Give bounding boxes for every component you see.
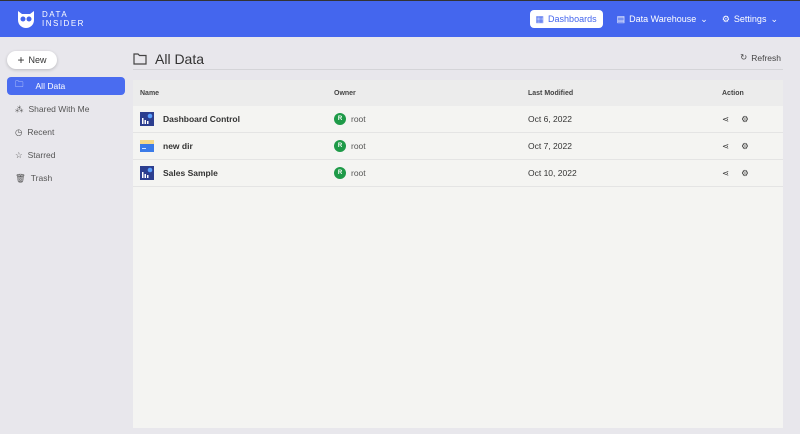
col-action: Action bbox=[722, 89, 744, 97]
owner-name: root bbox=[351, 168, 366, 178]
sidebar-item-label: Recent bbox=[27, 127, 55, 137]
gear-icon: ⚙ bbox=[721, 13, 730, 24]
star-icon: ☆ bbox=[15, 149, 23, 160]
sidebar: + New 🗀 All Data ⁂ Shared With Me ◷ Recent ☆… bbox=[7, 51, 125, 192]
database-icon: ▤ bbox=[616, 13, 626, 24]
last-modified: Oct 6, 2022 bbox=[528, 114, 572, 124]
avatar: R bbox=[334, 113, 346, 125]
folder-icon bbox=[133, 52, 147, 65]
folder-icon bbox=[140, 140, 154, 152]
sidebar-item-all-data[interactable]: 🗀 All Data bbox=[7, 77, 125, 95]
col-name[interactable]: Name bbox=[140, 89, 160, 97]
refresh-icon: ↻ bbox=[740, 52, 748, 62]
sidebar-item-starred[interactable]: ☆ Starred bbox=[7, 146, 125, 164]
refresh-label: Refresh bbox=[751, 52, 781, 63]
col-modified[interactable]: Last Modified bbox=[528, 89, 574, 97]
last-modified: Oct 7, 2022 bbox=[528, 141, 572, 151]
nav-dashboards[interactable]: ▦ Dashboards bbox=[529, 10, 603, 28]
owner-name: root bbox=[351, 141, 366, 151]
share-icon[interactable]: ⋖ bbox=[722, 167, 730, 178]
dashboard-icon: ▦ bbox=[535, 13, 545, 24]
nav-label: Data Warehouse bbox=[629, 14, 697, 24]
chevron-down-icon: ⌄ bbox=[770, 13, 778, 24]
dashboard-icon bbox=[140, 166, 154, 180]
top-bar: DATA INSIDER ▦ Dashboards ▤ Data Warehouse ⌄… bbox=[0, 0, 800, 37]
nav-settings[interactable]: ⚙ Settings ⌄ bbox=[722, 10, 778, 28]
gear-icon[interactable]: ⚙ bbox=[741, 140, 749, 151]
page-title: All Data bbox=[155, 50, 205, 67]
new-button[interactable]: + New bbox=[7, 51, 57, 69]
sidebar-item-label: All Data bbox=[35, 81, 66, 91]
nav-data-warehouse[interactable]: ▤ Data Warehouse ⌄ bbox=[617, 10, 708, 28]
brand-line2: INSIDER bbox=[42, 19, 85, 28]
dashboard-icon bbox=[140, 112, 154, 126]
table-header: Name Owner Last Modified Action bbox=[133, 80, 783, 106]
owl-logo-icon bbox=[18, 11, 34, 28]
folder-icon: 🗀 bbox=[15, 79, 24, 89]
nav-label: Settings bbox=[733, 14, 767, 24]
clock-icon: ◷ bbox=[15, 126, 23, 137]
chevron-down-icon: ⌄ bbox=[700, 13, 708, 24]
sidebar-item-label: Shared With Me bbox=[28, 104, 90, 114]
brand-line1: DATA bbox=[42, 10, 69, 19]
sidebar-item-label: Starred bbox=[27, 150, 56, 160]
plus-icon: + bbox=[17, 53, 25, 67]
col-owner[interactable]: Owner bbox=[334, 89, 356, 97]
page-header: All Data ↻ Refresh bbox=[133, 48, 783, 70]
share-nodes-icon: ⁂ bbox=[15, 103, 24, 114]
nav-label: Dashboards bbox=[548, 14, 597, 24]
last-modified: Oct 10, 2022 bbox=[528, 168, 577, 178]
logo[interactable]: DATA INSIDER bbox=[16, 9, 85, 29]
refresh-button[interactable]: ↻ Refresh bbox=[740, 52, 781, 63]
sidebar-item-recent[interactable]: ◷ Recent bbox=[7, 123, 125, 141]
avatar: R bbox=[334, 140, 346, 152]
gear-icon[interactable]: ⚙ bbox=[741, 113, 749, 124]
data-table: Name Owner Last Modified Action Dashboar… bbox=[133, 80, 783, 428]
owner-name: root bbox=[351, 114, 366, 124]
sidebar-item-label: Trash bbox=[30, 173, 53, 183]
sidebar-item-shared[interactable]: ⁂ Shared With Me bbox=[7, 100, 125, 118]
item-name[interactable]: Dashboard Control bbox=[163, 114, 240, 124]
share-icon[interactable]: ⋖ bbox=[722, 140, 730, 151]
new-label: New bbox=[28, 55, 47, 65]
trash-icon: 🗑 bbox=[15, 172, 26, 183]
gear-icon[interactable]: ⚙ bbox=[741, 167, 749, 178]
share-icon[interactable]: ⋖ bbox=[722, 113, 730, 124]
item-name[interactable]: new dir bbox=[163, 141, 193, 151]
avatar: R bbox=[334, 167, 346, 179]
item-name[interactable]: Sales Sample bbox=[163, 168, 218, 178]
sidebar-item-trash[interactable]: 🗑 Trash bbox=[7, 169, 125, 187]
